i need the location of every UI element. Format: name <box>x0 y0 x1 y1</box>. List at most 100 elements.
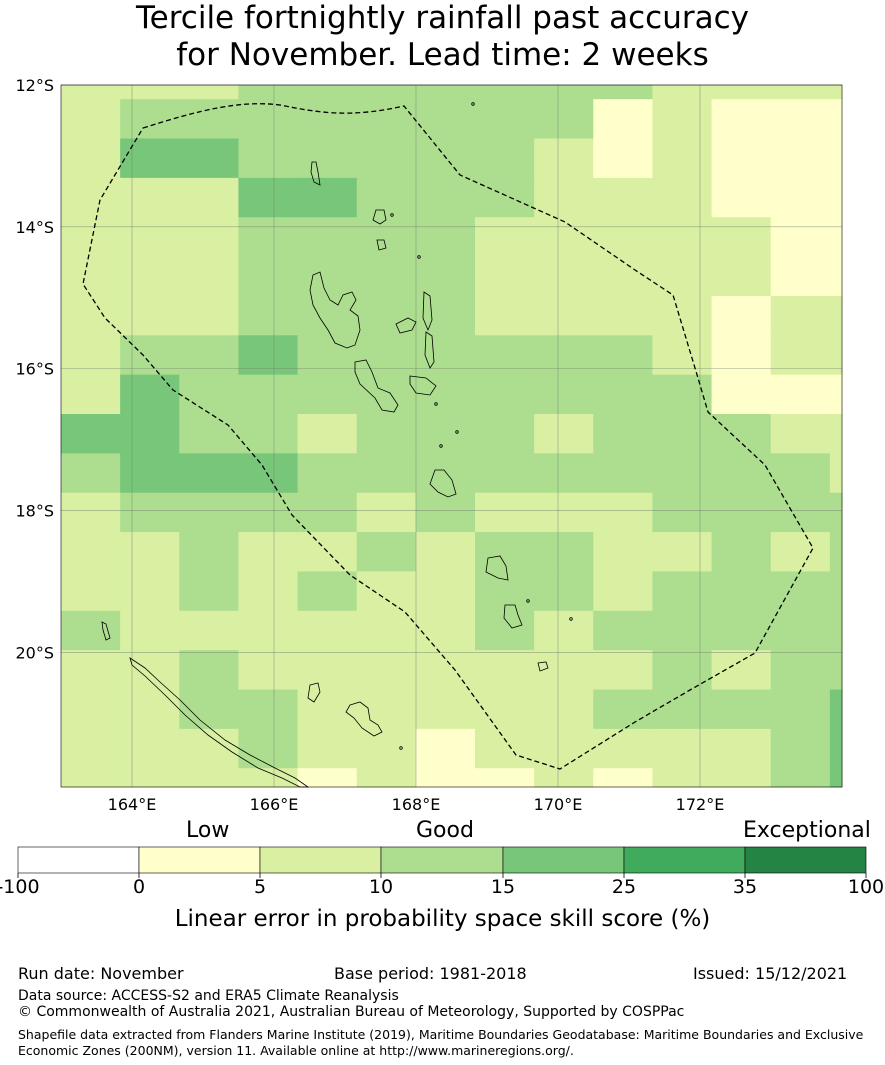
grid-cell <box>711 532 772 572</box>
grid-cell <box>238 768 299 788</box>
grid-cell <box>415 571 476 612</box>
grid-cell <box>179 650 239 690</box>
colorbar-segment <box>138 846 261 874</box>
grid-cell <box>593 217 653 258</box>
island-outline <box>503 604 523 629</box>
grid-cell <box>415 99 476 140</box>
lon-tick-label: 164°E <box>108 795 157 814</box>
grid-cell <box>534 571 594 612</box>
grid-cell <box>475 689 535 730</box>
grid-cell <box>593 453 653 494</box>
grid-cell <box>534 610 594 651</box>
grid-cell <box>356 768 417 788</box>
grid-cell <box>652 138 713 179</box>
grid-cell <box>297 610 358 651</box>
grid-cell <box>652 492 713 533</box>
grid-cell <box>652 99 713 140</box>
grid-cell <box>61 728 121 769</box>
grid-cell <box>593 295 653 336</box>
grid-cell <box>61 532 121 572</box>
grid-cell <box>356 295 417 336</box>
grid-cell <box>829 177 843 218</box>
grid-cell <box>415 414 476 454</box>
grid-cell <box>770 414 831 454</box>
grid-cell <box>593 492 653 533</box>
island-outline <box>395 317 417 334</box>
grid-cell <box>179 217 239 258</box>
island-outline <box>429 469 457 498</box>
map-frame <box>60 84 843 788</box>
grid-cell <box>475 492 535 533</box>
grid-cell <box>652 532 713 572</box>
grid-cell <box>770 492 831 533</box>
grid-cell <box>297 689 358 730</box>
grid-cell <box>652 610 713 651</box>
grid-cell <box>770 610 831 651</box>
grid-cell <box>829 492 843 533</box>
grid-cell <box>238 492 299 533</box>
grid-cell <box>238 374 299 415</box>
grid-cell <box>61 492 121 533</box>
grid-cell <box>61 217 121 258</box>
grid-cell <box>593 610 653 651</box>
grid-cell <box>297 728 358 769</box>
grid-cell <box>534 335 594 376</box>
grid-cell <box>297 414 358 454</box>
grid-cell <box>534 453 594 494</box>
grid-cell <box>120 256 180 297</box>
grid-cell <box>475 85 535 100</box>
grid-cell <box>120 610 180 651</box>
grid-cell <box>475 177 535 218</box>
grid-cell <box>534 689 594 730</box>
grid-cell <box>238 85 299 100</box>
grid-cell <box>711 217 772 258</box>
legend-tick: 0 <box>132 876 146 898</box>
grid-cell <box>711 335 772 376</box>
grid-cell <box>179 335 239 376</box>
grid-cell <box>711 492 772 533</box>
grid-cell <box>652 650 713 690</box>
title-line-1: Tercile fortnightly rainfall past accura… <box>135 0 750 36</box>
grid-cell <box>415 217 476 258</box>
islet-outline <box>417 255 421 259</box>
grid-cell <box>120 85 180 100</box>
grid-cell <box>593 85 653 100</box>
grid-cell <box>711 138 772 179</box>
grid-cell <box>179 374 239 415</box>
grid-cell <box>534 532 594 572</box>
run-date: Run date: November <box>18 964 184 983</box>
island-outline <box>537 661 549 672</box>
grid-cell <box>120 728 180 769</box>
colorbar <box>17 846 867 878</box>
grid-cell <box>179 453 239 494</box>
grid-cell <box>652 374 713 415</box>
grid-cell <box>120 650 180 690</box>
grid-cell <box>179 728 239 769</box>
legend-tick: 15 <box>490 876 516 898</box>
grid-cell <box>179 492 239 533</box>
grid-cell <box>61 650 121 690</box>
grid-cell <box>415 728 476 769</box>
grid-cell <box>593 532 653 572</box>
grid-cell <box>179 610 239 651</box>
island-outline <box>409 375 437 396</box>
grid-cell <box>356 85 417 100</box>
grid-cell <box>120 492 180 533</box>
grid-cell <box>356 217 417 258</box>
island-outline <box>422 291 433 332</box>
grid-cell <box>593 335 653 376</box>
grid-cell <box>297 256 358 297</box>
grid-cell <box>61 571 121 612</box>
island-outline <box>424 331 435 369</box>
grid-cell <box>534 177 594 218</box>
grid-cell <box>415 610 476 651</box>
grid-cell <box>534 256 594 297</box>
grid-cell <box>120 217 180 258</box>
grid-cell <box>593 177 653 218</box>
grid-cell <box>475 99 535 140</box>
grid-cell <box>238 217 299 258</box>
grid-cell <box>770 650 831 690</box>
grid-cell <box>179 256 239 297</box>
grid-cell <box>652 728 713 769</box>
lon-tick-label: 172°E <box>676 795 725 814</box>
